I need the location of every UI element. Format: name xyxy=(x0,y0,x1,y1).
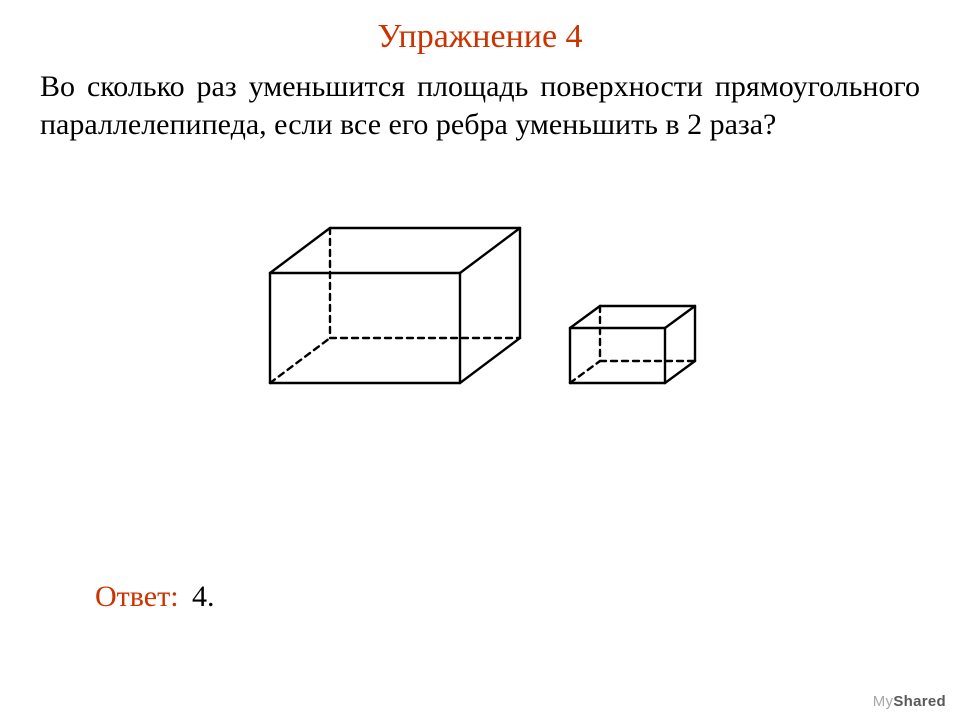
answer-label: Ответ: xyxy=(95,580,179,613)
boxes-diagram xyxy=(250,203,710,403)
watermark: MyShared xyxy=(873,693,946,710)
question-text: Во сколько раз уменьшится площадь поверх… xyxy=(0,56,960,143)
answer-value: 4. xyxy=(192,580,215,613)
exercise-title: Упражнение 4 xyxy=(0,0,960,56)
watermark-part2: Shared xyxy=(893,693,946,710)
watermark-part1: My xyxy=(873,693,894,710)
answer-row: Ответ: 4. xyxy=(95,580,215,614)
diagram-area xyxy=(0,173,960,433)
